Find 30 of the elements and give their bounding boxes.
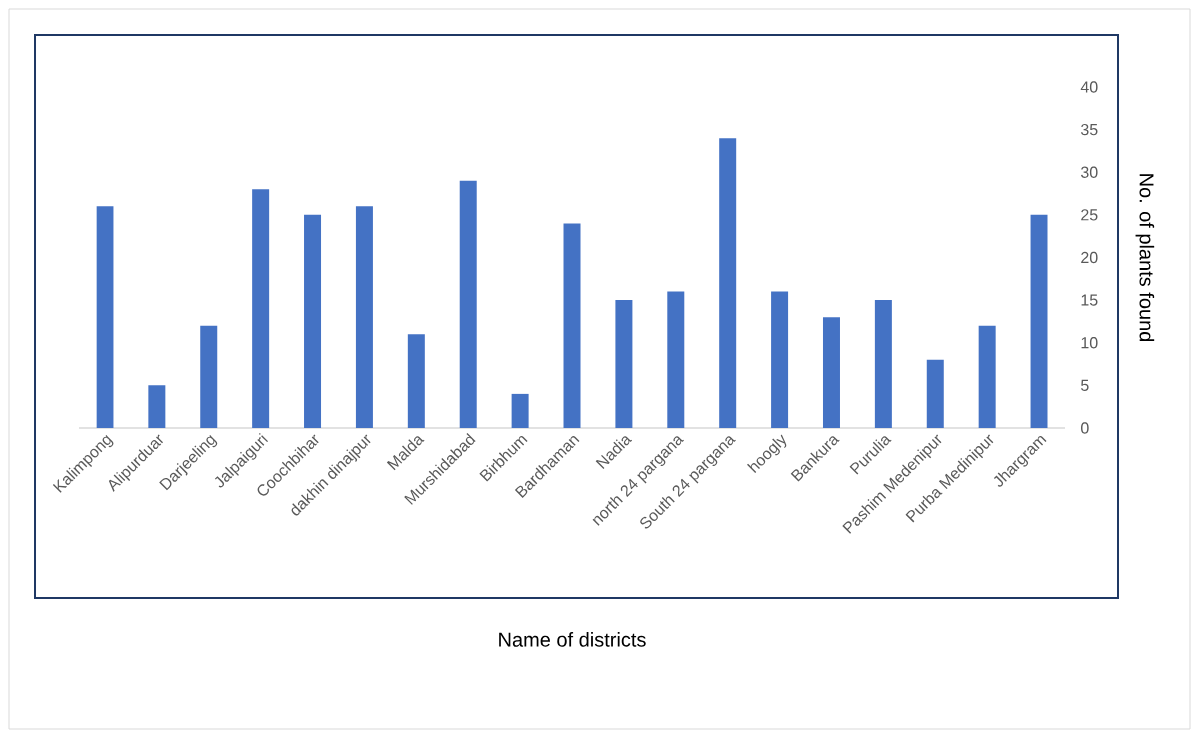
y-tick-label: 0 [1081,422,1089,434]
y-tick-label: 20 [1081,251,1098,264]
bar [719,138,737,428]
bar [304,214,322,428]
bar [459,180,477,428]
y-tick-label: 15 [1081,294,1098,306]
bar [407,334,425,428]
bar [667,291,685,428]
bar [511,393,529,428]
bar [978,325,996,428]
y-tick-label: 5 [1081,379,1089,391]
bar [96,206,114,428]
y-tick-label: 10 [1081,337,1098,349]
bar [563,223,581,428]
bar [822,317,840,428]
y-axis-title: No. of plants found [1135,174,1155,342]
bar [355,206,373,428]
bar [200,325,218,428]
bar [771,291,789,428]
y-tick-label: 25 [1081,209,1098,221]
x-axis-title: Name of districts [499,632,646,647]
y-tick-label: 40 [1080,81,1098,93]
bar [148,385,166,428]
bar [252,189,270,428]
bar [874,300,892,428]
bar [1030,214,1048,428]
y-tick-label: 30 [1080,166,1098,178]
bar [926,359,944,428]
bar [615,300,633,428]
y-tick-label: 35 [1080,123,1098,136]
